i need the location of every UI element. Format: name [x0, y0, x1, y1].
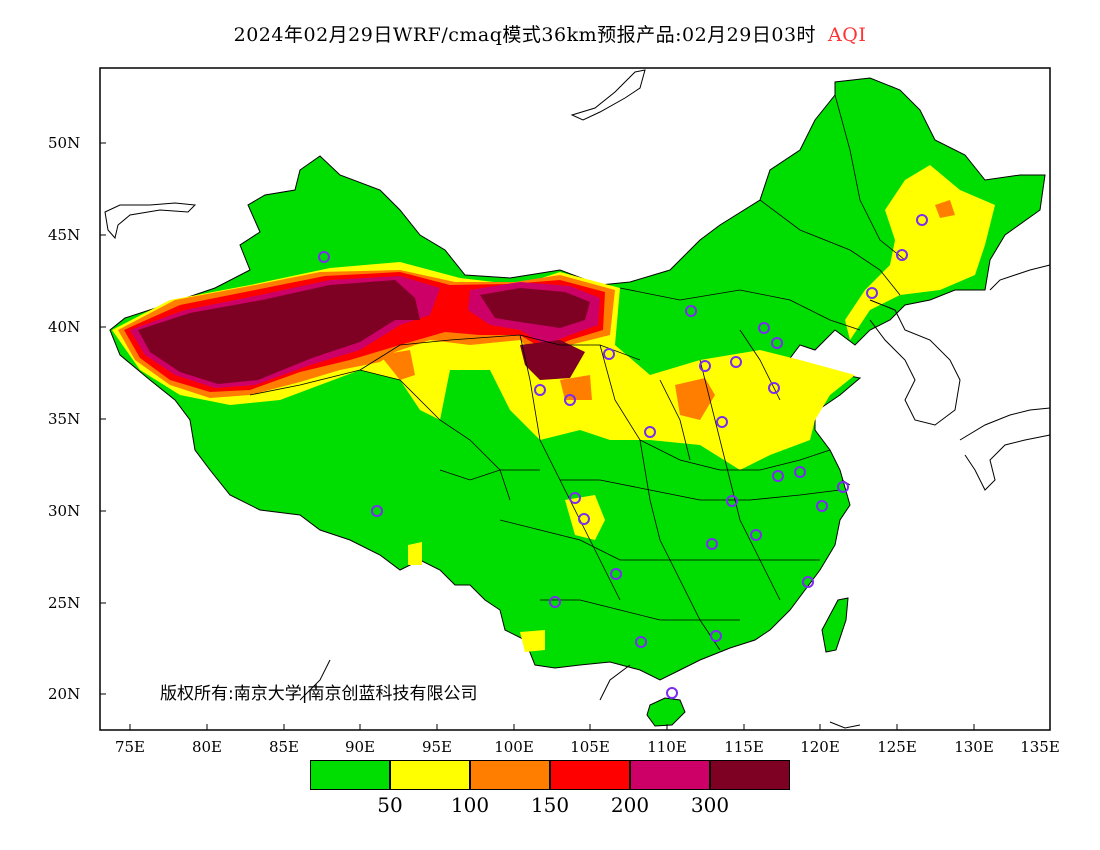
y-tick-label: 20N [48, 685, 81, 703]
city-marker [371, 505, 383, 517]
city-marker [896, 249, 908, 261]
city-marker [685, 305, 697, 317]
city-marker [772, 470, 784, 482]
city-marker [816, 500, 828, 512]
city-marker [534, 384, 546, 396]
city-marker [706, 538, 718, 550]
legend-swatch-moderate [390, 760, 470, 790]
city-marker [866, 287, 878, 299]
x-tick-label: 95E [421, 738, 453, 756]
y-tick-label: 25N [48, 594, 81, 612]
x-tick-label: 75E [114, 738, 146, 756]
legend-label: 300 [690, 793, 730, 817]
x-tick-label: 80E [191, 738, 223, 756]
hainan-region [646, 697, 686, 727]
city-markers [318, 214, 928, 699]
x-tick-label: 125E [877, 738, 917, 756]
legend-swatch-good [310, 760, 390, 790]
city-marker [726, 495, 738, 507]
copyright-text: 版权所有:南京大学|南京创蓝科技有限公司 [160, 684, 478, 704]
legend-swatch-hazardous [710, 760, 790, 790]
legend-swatch-very-unhealthy [630, 760, 710, 790]
city-marker [710, 630, 722, 642]
y-tick-label: 30N [48, 502, 81, 520]
city-marker [564, 394, 576, 406]
city-marker [916, 214, 928, 226]
city-marker [318, 251, 330, 263]
city-marker [666, 687, 678, 699]
y-tick-label: 50N [48, 134, 81, 152]
city-marker [699, 360, 711, 372]
neighbor-coastlines [104, 69, 1051, 729]
hazardous-zones [138, 280, 590, 384]
city-marker [730, 356, 742, 368]
x-tick-label: 135E [1020, 738, 1060, 756]
city-marker [802, 576, 814, 588]
city-marker [758, 322, 770, 334]
x-tick-label: 110E [647, 738, 687, 756]
legend-swatch-usg [470, 760, 550, 790]
y-tick-label: 45N [48, 226, 81, 244]
y-tick-label: 35N [48, 410, 81, 428]
city-marker [635, 636, 647, 648]
x-tick-label: 115E [724, 738, 764, 756]
x-tick-label: 85E [268, 738, 300, 756]
y-tick-label: 40N [48, 318, 81, 336]
x-tick-label: 90E [344, 738, 376, 756]
title-product: AQI [828, 24, 867, 46]
legend-label: 50 [377, 793, 403, 817]
legend-swatch-unhealthy [550, 760, 630, 790]
city-marker [794, 466, 806, 478]
legend-label: 100 [450, 793, 490, 817]
taiwan-region [821, 597, 849, 653]
city-marker [768, 382, 780, 394]
x-tick-label: 120E [800, 738, 840, 756]
legend-label: 200 [610, 793, 650, 817]
city-marker [549, 596, 561, 608]
city-marker [610, 568, 622, 580]
map-title: 2024年02月29日WRF/cmaq模式36km预报产品:02月29日03时 A… [0, 20, 1100, 47]
title-main: 2024年02月29日WRF/cmaq模式36km预报产品:02月29日03时 [233, 24, 817, 46]
city-marker [837, 481, 849, 493]
city-marker [644, 426, 656, 438]
city-marker [750, 529, 762, 541]
city-marker [603, 348, 615, 360]
x-tick-label: 130E [954, 738, 994, 756]
city-marker [569, 492, 581, 504]
city-marker [771, 337, 783, 349]
axis-ticks [100, 142, 1051, 730]
x-tick-label: 100E [494, 738, 534, 756]
city-marker [578, 513, 590, 525]
city-marker [716, 416, 728, 428]
x-tick-label: 105E [570, 738, 610, 756]
plot-frame [99, 67, 1051, 731]
province-boundaries [249, 94, 906, 651]
legend-label: 150 [530, 793, 570, 817]
